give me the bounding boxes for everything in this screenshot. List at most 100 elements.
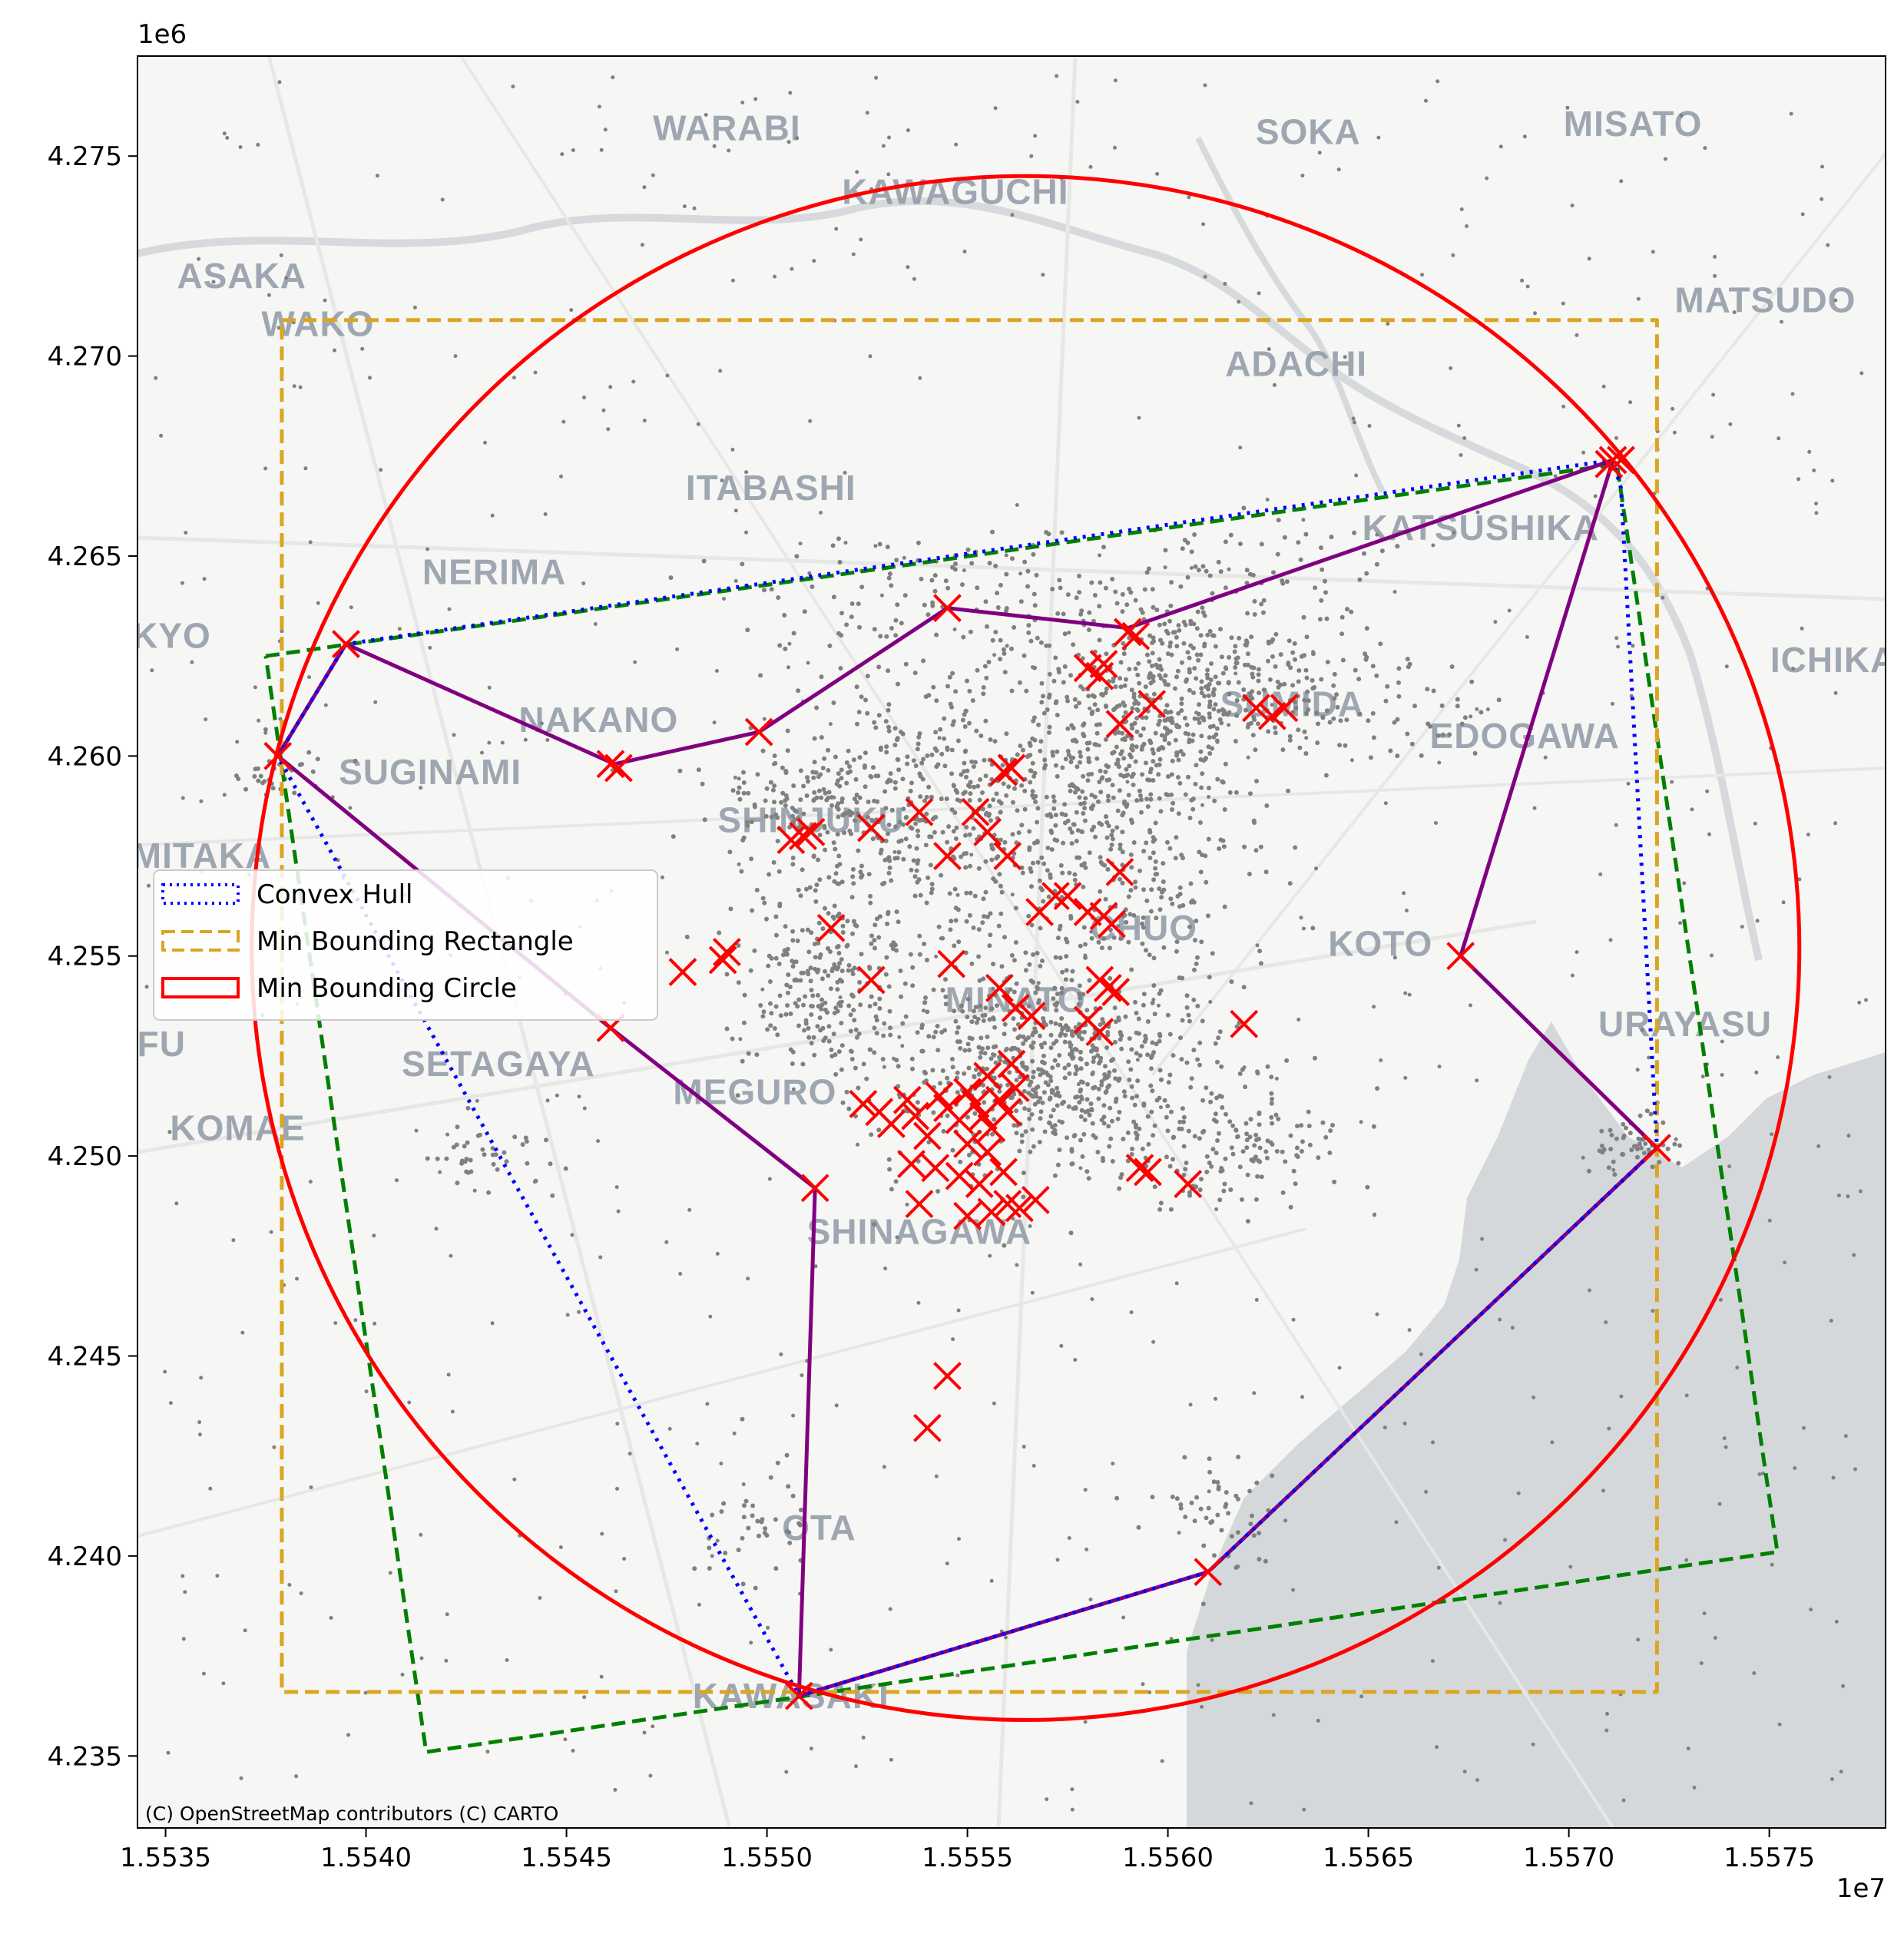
bg-point-3117: [1067, 1536, 1071, 1540]
bg-point-2652: [1339, 631, 1345, 637]
bg-point-1704: [1253, 848, 1259, 853]
bg-point-709: [826, 1038, 832, 1044]
bg-point-3421: [1010, 213, 1015, 217]
bg-point-2251: [863, 784, 868, 790]
bg-point-2298: [934, 698, 939, 704]
bg-point-3188: [225, 136, 230, 140]
bg-point-3281: [1407, 1328, 1412, 1333]
bg-point-473: [1041, 1019, 1047, 1025]
bg-point-1883: [1106, 798, 1111, 803]
bg-point-2792: [1237, 1164, 1243, 1170]
bg-point-400: [962, 1071, 967, 1076]
bg-point-2136: [1287, 733, 1293, 739]
bg-point-2176: [1187, 687, 1192, 693]
bg-point-2521: [876, 664, 882, 670]
bg-point-3192: [856, 1142, 859, 1147]
bg-point-2380: [905, 761, 910, 767]
bg-point-3455: [582, 1695, 587, 1700]
bg-point-2601: [926, 612, 931, 618]
bg-point-2413: [896, 681, 900, 687]
bg-point-673: [1109, 1058, 1114, 1063]
bg-point-2519: [1026, 623, 1031, 628]
bg-point-3570: [1070, 1807, 1075, 1812]
bg-point-2692: [1299, 654, 1304, 659]
bg-point-3558: [746, 1276, 750, 1281]
bg-point-20: [1087, 1112, 1092, 1118]
bg-point-2077: [1162, 621, 1167, 627]
bg-point-3596: [648, 1773, 653, 1778]
bg-point-3051: [768, 1475, 773, 1480]
marker-point-15: [1270, 694, 1299, 723]
bg-point-582: [836, 1049, 842, 1055]
bg-point-2491: [1031, 860, 1035, 866]
bg-point-1755: [1097, 604, 1102, 609]
bg-point-1661: [1207, 975, 1212, 980]
bg-point-316: [1034, 1094, 1039, 1099]
bg-point-3703: [211, 280, 216, 284]
bg-point-3544: [838, 995, 843, 999]
bg-point-3557: [1783, 1260, 1787, 1265]
bg-point-1110: [825, 829, 830, 835]
bg-point-3750: [1158, 1105, 1163, 1110]
bg-point-2751: [1213, 1111, 1218, 1117]
bg-point-2054: [1165, 651, 1171, 657]
bg-point-700: [809, 1041, 814, 1046]
bg-point-3444: [1201, 222, 1206, 227]
bg-point-1806: [1171, 800, 1176, 806]
marker-point-86: [912, 1413, 942, 1442]
marker-point-5: [933, 594, 962, 623]
bg-point-1771: [1114, 744, 1119, 750]
bg-point-3058: [784, 1452, 790, 1458]
bg-point-1291: [1038, 886, 1044, 891]
bg-point-2531: [1157, 657, 1162, 662]
bg-point-714: [903, 1014, 909, 1019]
bg-point-3495: [571, 148, 575, 152]
bg-point-2371: [896, 767, 902, 773]
bg-point-933: [891, 940, 896, 945]
bg-point-985: [814, 882, 820, 887]
bg-point-2743: [1224, 1111, 1228, 1117]
marker-point-81: [1125, 1154, 1154, 1183]
bg-point-3517: [868, 354, 873, 359]
bg-point-3148: [372, 1233, 376, 1238]
bg-point-2416: [918, 794, 923, 800]
bg-point-2675: [1374, 561, 1379, 567]
bg-point-1734: [1089, 793, 1094, 798]
map-attribution: (C) OpenStreetMap contributors (C) CARTO: [145, 1803, 558, 1825]
bg-point-1641: [1215, 776, 1220, 782]
bg-point-544: [1011, 1016, 1016, 1022]
bg-point-3505: [843, 541, 848, 545]
bg-point-3716: [1420, 273, 1424, 277]
bg-point-2625: [1395, 544, 1400, 549]
bg-point-2623: [1181, 619, 1187, 624]
bg-point-2335: [1027, 740, 1032, 746]
legend-swatch-min-bounding-circle: [161, 977, 240, 998]
bg-point-2806: [1265, 1138, 1270, 1144]
bg-point-50: [1091, 1055, 1097, 1061]
bg-point-1882: [1156, 772, 1161, 777]
bg-point-434: [1057, 1147, 1062, 1153]
bg-point-3105: [1570, 973, 1575, 978]
bg-point-641: [849, 1057, 855, 1061]
bg-point-219: [1199, 939, 1204, 945]
bg-point-231: [976, 954, 982, 959]
bg-point-2341: [884, 634, 889, 639]
bg-point-1288: [994, 856, 999, 861]
bg-point-2418: [950, 671, 955, 676]
bg-point-3083: [710, 1554, 714, 1558]
bg-point-2363: [929, 794, 934, 800]
bg-point-2239: [1449, 664, 1455, 669]
bg-point-3618: [956, 1308, 961, 1313]
bg-point-2512: [1050, 587, 1055, 591]
bg-point-456: [1072, 1133, 1078, 1138]
bg-point-3539: [1207, 1489, 1211, 1494]
bg-point-1085: [882, 789, 888, 794]
bg-point-2948: [1183, 1515, 1188, 1519]
bg-point-2349: [819, 674, 824, 680]
bg-point-1945: [1223, 761, 1228, 767]
bg-point-1700: [1247, 872, 1252, 876]
bg-point-1404: [989, 846, 995, 851]
bg-point-2558: [953, 561, 958, 566]
y-tick-label-6: 4.265: [48, 541, 122, 572]
bg-point-3210: [1575, 333, 1579, 337]
